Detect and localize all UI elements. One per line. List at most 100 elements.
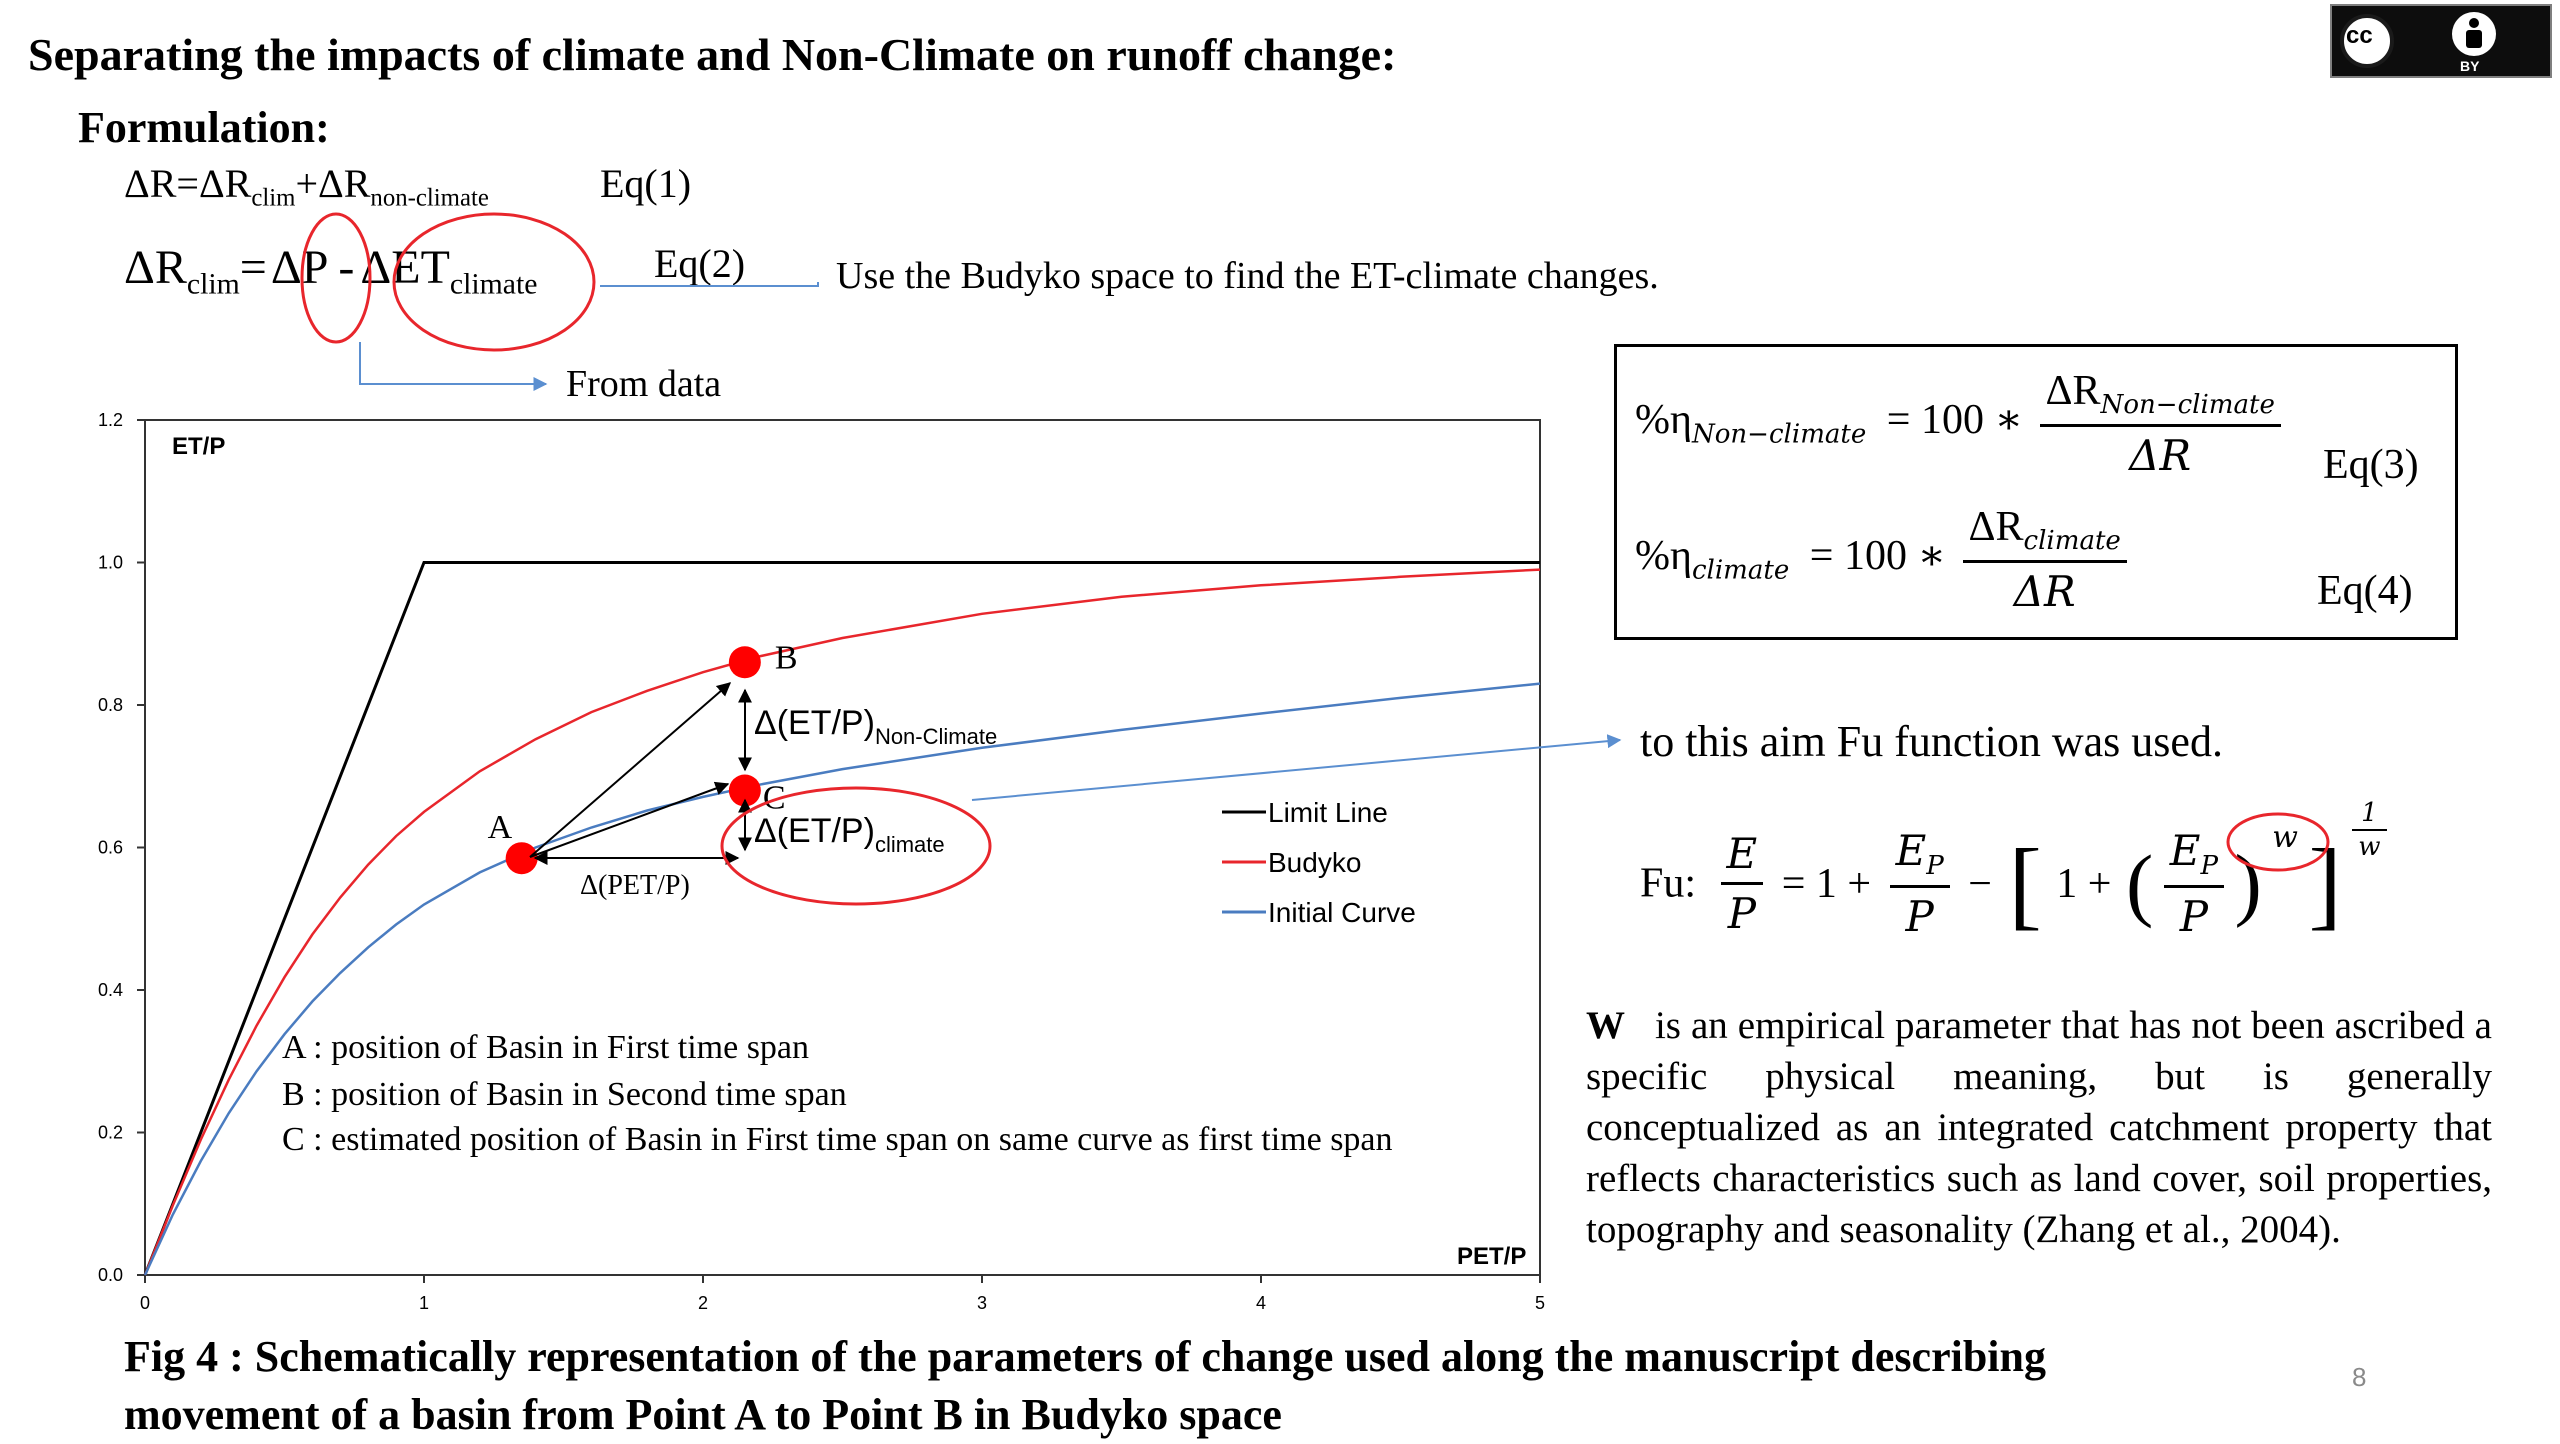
w-lead: W bbox=[1586, 1004, 1625, 1047]
fu-eq-one-plus: = 1 + bbox=[1781, 860, 1872, 907]
fu-label: Fu: bbox=[1640, 860, 1697, 907]
eq2-sub-clim: clim bbox=[186, 267, 240, 301]
fu-minus: − bbox=[1968, 860, 1992, 907]
fu-ep-sub: P bbox=[1926, 851, 1944, 882]
legend-label-initial: Initial Curve bbox=[1268, 897, 1416, 928]
x-tick-label: 0 bbox=[140, 1293, 150, 1313]
fu-ep-over-p-inner: EP P bbox=[2163, 826, 2224, 942]
fu-left-paren: ( bbox=[2125, 837, 2154, 929]
y-tick-label: 1.0 bbox=[98, 553, 123, 573]
point-label-a: A bbox=[488, 809, 513, 846]
budyko-note: Use the Budyko space to find the ET-clim… bbox=[836, 255, 1659, 297]
x-tick-label: 4 bbox=[1256, 1293, 1266, 1313]
equation-3: %ηNon−climate = 100 ∗ ΔRNon−climate ΔR bbox=[1635, 367, 2281, 480]
y-tick-label: 1.2 bbox=[98, 410, 123, 430]
attribution-person-icon bbox=[2452, 12, 2496, 56]
eq4-denominator: ΔR bbox=[2013, 567, 2076, 617]
fu-arrow bbox=[971, 734, 1622, 801]
w-parameter-paragraph: W is an empirical parameter that has not… bbox=[1586, 1000, 2492, 1255]
eq4-tag: Eq(4) bbox=[2317, 568, 2413, 614]
delta-pet-label: Δ(PET/P) bbox=[580, 870, 690, 901]
series-layer bbox=[143, 561, 1541, 1276]
eq4-fraction: ΔRclimate ΔR bbox=[1962, 503, 2127, 617]
fu-right-bracket: ] bbox=[2308, 828, 2342, 940]
point-note-a: A : position of Basin in First time span bbox=[282, 1029, 809, 1066]
fu-right-paren: ) bbox=[2234, 837, 2262, 929]
eq2-equals: = bbox=[239, 241, 267, 294]
fu-one-plus: 1 + bbox=[2056, 860, 2112, 907]
figure-caption: Fig 4 : Schematically representation of … bbox=[124, 1328, 2324, 1444]
x-axis-label: PET/P bbox=[1457, 1243, 1526, 1270]
eq4-rhs: = 100 ∗ bbox=[1809, 533, 1946, 580]
eq3-num-sub: Non−climate bbox=[2100, 390, 2275, 421]
eq1-lhs: ΔR=ΔR bbox=[124, 161, 252, 206]
x-tick-label: 5 bbox=[1535, 1293, 1545, 1313]
y-axis-label: ET/P bbox=[172, 433, 225, 460]
eq1-sub-nonclimate: non-climate bbox=[370, 184, 489, 212]
eq2-lhs: ΔR bbox=[124, 241, 187, 294]
formulation-heading: Formulation: bbox=[78, 103, 330, 152]
chart-legend: Limit Line Budyko Initial Curve bbox=[1222, 797, 1416, 928]
page-title: Separating the impacts of climate and No… bbox=[28, 29, 1397, 80]
by-text: BY bbox=[2460, 58, 2480, 74]
fu-ep-inner-sub: P bbox=[2200, 851, 2218, 882]
arrow-a-to-c bbox=[529, 781, 730, 858]
eq3-fraction: ΔRNon−climate ΔR bbox=[2039, 367, 2281, 481]
fu-ep-over-p: EP P bbox=[1889, 826, 1950, 942]
fu-ep-inner: E bbox=[2169, 826, 2201, 875]
eq2-sub-climate: climate bbox=[449, 267, 538, 301]
delta-climate-label: Δ(ET/P)climate bbox=[754, 812, 945, 857]
budyko-series bbox=[143, 568, 1541, 1276]
eq3-denominator: ΔR bbox=[2129, 431, 2192, 481]
eq4-numerator: ΔRclimate bbox=[1962, 503, 2127, 564]
point-note-b: B : position of Basin in Second time spa… bbox=[282, 1076, 847, 1113]
cc-icon bbox=[2340, 14, 2394, 68]
fu-p1: P bbox=[1727, 889, 1756, 939]
eq3-numerator: ΔRNon−climate bbox=[2039, 367, 2281, 428]
arrow-a-to-b bbox=[529, 682, 732, 858]
x-tick-label: 3 bbox=[977, 1293, 987, 1313]
fu-p3: P bbox=[2179, 892, 2208, 942]
eq2-minus: - bbox=[338, 241, 355, 294]
x-tick-label: 2 bbox=[698, 1293, 708, 1313]
w-text: is an empirical parameter that has not b… bbox=[1586, 1004, 2492, 1251]
points-layer: A B C bbox=[488, 639, 798, 875]
det-highlight-circle bbox=[392, 212, 596, 352]
eq2-tag: Eq(2) bbox=[654, 241, 746, 286]
eq3-num-delta: ΔR bbox=[2045, 368, 2101, 414]
eq4-eta: %η bbox=[1635, 533, 1692, 580]
y-tick-label: 0.0 bbox=[98, 1265, 123, 1285]
eq4-num-delta: ΔR bbox=[1968, 504, 2024, 550]
eq3-eta-sub: Non−climate bbox=[1691, 419, 1867, 450]
eq3-eta: %η bbox=[1635, 397, 1692, 444]
eq1-plus: +ΔR bbox=[295, 161, 371, 206]
eq2-dp: ΔP bbox=[270, 241, 329, 294]
fu-p2: P bbox=[1905, 892, 1934, 942]
point-label-b: B bbox=[775, 639, 798, 676]
eq4-num-sub: climate bbox=[2023, 526, 2121, 557]
axis-ticks: 0 1 2 3 4 5 0.0 0.2 0.4 0.6 0.8 1.0 1.2 bbox=[98, 410, 1545, 1313]
w-highlight-circle bbox=[2226, 812, 2330, 872]
fu-e: E bbox=[1720, 829, 1764, 886]
caption-line-2: movement of a basin from Point A to Poin… bbox=[124, 1390, 1282, 1439]
fu-w-exponent: w bbox=[2272, 820, 2298, 855]
point-b bbox=[728, 646, 761, 679]
efficiency-equations-box: %ηNon−climate = 100 ∗ ΔRNon−climate ΔR E… bbox=[1614, 344, 2458, 640]
dp-highlight-circle bbox=[300, 212, 372, 344]
cc-text: cc bbox=[2346, 22, 2373, 49]
eq1-tag: Eq(1) bbox=[600, 161, 692, 206]
fu-w-den: w bbox=[2358, 832, 2381, 862]
caption-line-1: Fig 4 : Schematically representation of … bbox=[124, 1332, 2046, 1381]
initial-curve-series bbox=[143, 682, 1541, 1276]
equation-4: %ηclimate = 100 ∗ ΔRclimate ΔR bbox=[1635, 503, 2127, 616]
fu-ep: E bbox=[1895, 826, 1927, 875]
eq4-eta-sub: climate bbox=[1691, 555, 1790, 586]
eq3-tag: Eq(3) bbox=[2323, 442, 2419, 488]
y-tick-label: 0.2 bbox=[98, 1123, 123, 1143]
cc-by-license-badge: cc BY bbox=[2330, 4, 2552, 78]
y-tick-label: 0.6 bbox=[98, 838, 123, 858]
equation-2: ΔRclim=ΔP - ΔETclimate bbox=[124, 240, 537, 301]
